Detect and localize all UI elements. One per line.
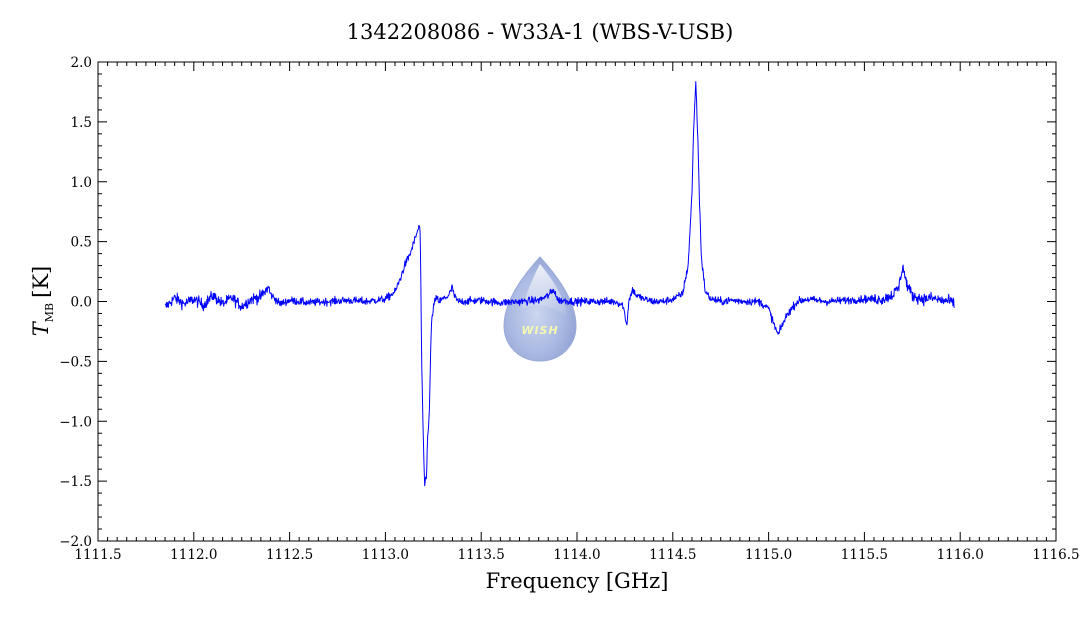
x-tick-label: 1114.5 xyxy=(649,547,696,563)
y-tick-label: 0.5 xyxy=(71,235,92,251)
x-tick-label: 1113.5 xyxy=(458,547,505,563)
x-tick-label: 1116.0 xyxy=(937,547,984,563)
y-axis-label: TMB [K] xyxy=(29,266,56,336)
x-tick-label: 1113.0 xyxy=(362,547,409,563)
x-tick-labels: 1111.5 1112.0 1112.5 1113.0 1113.5 1114.0 1114… xyxy=(74,547,1079,563)
y-tick-label: 0.0 xyxy=(71,295,92,311)
spectrum-series-line xyxy=(164,81,955,487)
wish-drop-icon xyxy=(503,256,577,362)
y-axis-symbol: T xyxy=(29,320,53,336)
y-tick-label: 1.0 xyxy=(71,175,92,191)
x-tick-label: 1112.0 xyxy=(170,547,217,563)
x-tick-label: 1114.0 xyxy=(553,547,600,563)
y-tick-label: −2.0 xyxy=(59,534,92,550)
y-tick-label: −1.0 xyxy=(59,414,92,430)
y-tick-label: 2.0 xyxy=(71,55,92,71)
x-tick-label: 1115.0 xyxy=(745,547,792,563)
wish-logo-text: WISH xyxy=(521,324,558,337)
wish-logo: WISH xyxy=(503,256,577,362)
x-tick-label: 1115.5 xyxy=(841,547,888,563)
x-tick-label: 1116.5 xyxy=(1032,547,1079,563)
x-axis-label: Frequency [GHz] xyxy=(486,569,669,593)
plot-frame xyxy=(97,61,1057,542)
wish-drop-shine xyxy=(522,264,567,318)
y-tick-label: −1.5 xyxy=(59,474,92,490)
x-tick-label: 1111.5 xyxy=(74,547,121,563)
y-axis-unit: [K] xyxy=(29,266,53,298)
axis-ticks xyxy=(97,61,1057,542)
y-axis-subscript: MB xyxy=(43,303,56,322)
y-tick-label: −0.5 xyxy=(59,354,92,370)
svg-text:TMB[K]: TMB [K] xyxy=(29,266,56,336)
y-tick-label: 1.5 xyxy=(71,115,92,131)
chart-title: 1342208086 - W33A-1 (WBS-V-USB) xyxy=(347,20,734,44)
x-tick-label: 1112.5 xyxy=(266,547,313,563)
y-tick-labels: 2.0 1.5 1.0 0.5 0.0 −0.5 −1.0 −1.5 −2.0 xyxy=(59,55,92,550)
